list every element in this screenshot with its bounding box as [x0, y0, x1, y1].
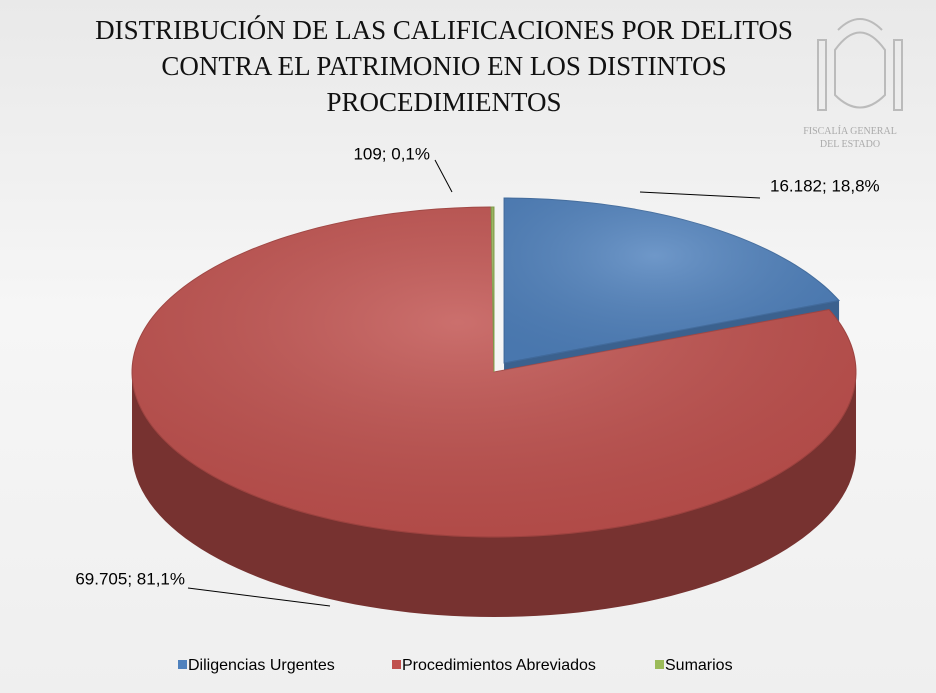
legend-label: Diligencias Urgentes [188, 657, 335, 674]
leader-line [639, 191, 761, 199]
legend-marker [655, 660, 664, 669]
legend-label: Procedimientos Abreviados [402, 657, 596, 674]
chart-title: DISTRIBUCIÓN DE LAS CALIFICACIONES POR D… [95, 15, 793, 117]
legend-label: Sumarios [665, 657, 733, 674]
crest [817, 18, 903, 111]
leader-line [434, 159, 453, 193]
legend-marker [392, 660, 401, 669]
data-label: 69.705; 81,1% [75, 569, 185, 588]
leader-line [187, 587, 331, 607]
slice-shine [504, 198, 840, 364]
logo-text: FISCALÍA GENERAL [803, 126, 897, 137]
data-label: 16.182; 18,8% [770, 176, 880, 195]
slice-side [132, 372, 856, 617]
slice-shine [491, 207, 494, 372]
data-label: 109; 0,1% [353, 144, 430, 163]
logo-text: DEL ESTADO [819, 139, 881, 150]
legend-marker [178, 660, 187, 669]
